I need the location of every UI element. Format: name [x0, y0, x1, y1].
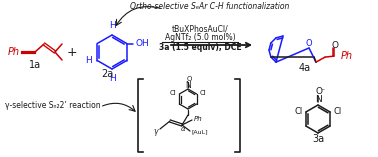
Text: Cl: Cl — [294, 106, 303, 116]
Text: 4a: 4a — [299, 63, 311, 73]
Text: N: N — [185, 81, 191, 89]
Text: AgNTf₂ (5.0 mol%): AgNTf₂ (5.0 mol%) — [165, 32, 235, 41]
Text: H: H — [110, 21, 116, 30]
Text: Cl: Cl — [200, 90, 206, 96]
Text: O: O — [306, 38, 312, 48]
Text: α: α — [181, 126, 185, 132]
Text: Ortho-selective SₑAr C-H functionalization: Ortho-selective SₑAr C-H functionalizati… — [130, 2, 290, 11]
Text: O: O — [316, 87, 322, 97]
Text: Ph: Ph — [341, 51, 353, 61]
Text: Cl: Cl — [333, 106, 341, 116]
Text: H: H — [108, 74, 115, 83]
Text: Ph: Ph — [8, 47, 20, 57]
Text: 1a: 1a — [29, 60, 41, 70]
Text: tBuXPhosAuCl/: tBuXPhosAuCl/ — [172, 24, 228, 33]
Text: O: O — [332, 41, 339, 50]
Text: ⁻: ⁻ — [321, 87, 325, 95]
Text: 3a: 3a — [312, 134, 324, 144]
Text: Ph: Ph — [194, 116, 203, 122]
Text: +: + — [67, 46, 77, 59]
Text: γ: γ — [154, 127, 158, 136]
Text: H: H — [85, 56, 92, 65]
Text: γ-selective Sₙ₂2’ reaction: γ-selective Sₙ₂2’ reaction — [5, 100, 101, 109]
Text: N: N — [314, 95, 321, 105]
Text: OH: OH — [136, 39, 149, 48]
Text: Cl: Cl — [170, 90, 177, 96]
Text: 3a (1.5 equiv), DCE: 3a (1.5 equiv), DCE — [159, 43, 241, 51]
Text: 2a: 2a — [101, 69, 113, 79]
Text: O: O — [186, 76, 192, 82]
Text: [AuL]: [AuL] — [192, 130, 209, 135]
